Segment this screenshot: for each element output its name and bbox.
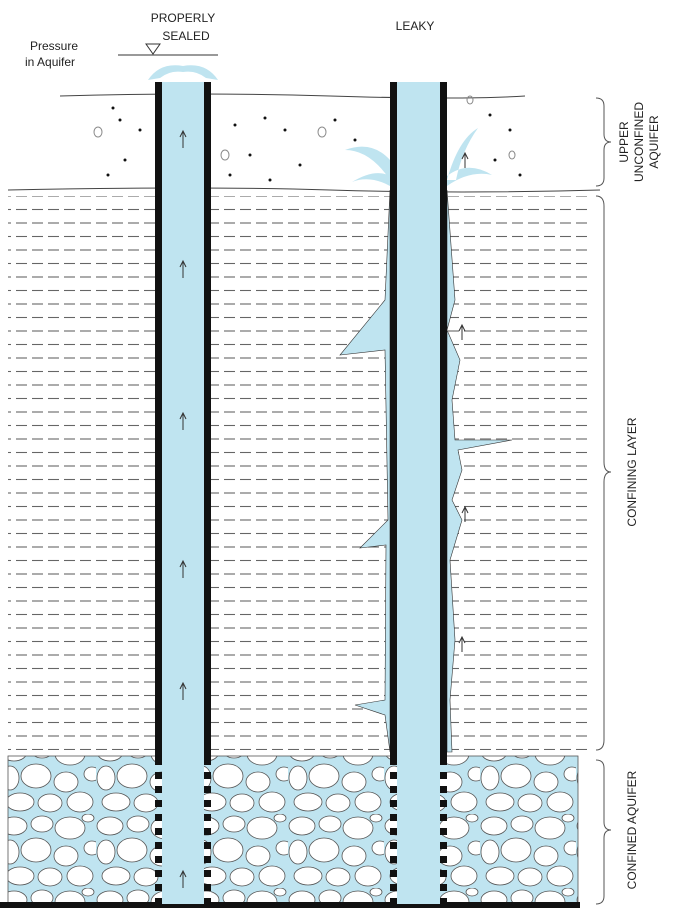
confined-aquifer: [0, 755, 580, 908]
sealed-well-part: [204, 82, 211, 758]
sealed-well-part-part: [179, 681, 187, 700]
upper-aquifer-part-part: [118, 118, 122, 122]
upper-aquifer: [7, 93, 601, 193]
upper-aquifer-part-part: [233, 123, 237, 127]
pressure-label: Pressure: [30, 39, 78, 53]
leaky-well-part: [345, 146, 390, 186]
sealed-well-part-part: [179, 129, 187, 148]
upper-aquifer-part-part: [111, 106, 115, 110]
upper-aquifer-label: AQUIFER: [647, 115, 661, 169]
upper-aquifer-part: [7, 187, 601, 193]
upper-aquifer-part-part: [488, 113, 492, 117]
braces-part: [595, 97, 612, 187]
braces-part: [595, 195, 612, 751]
upper-aquifer-part-part: [508, 128, 512, 132]
upper-aquifer-part-part: [353, 138, 357, 142]
sealed-label: PROPERLY: [151, 11, 215, 25]
water-level: [118, 43, 218, 56]
upper-aquifer-part-part: [283, 128, 287, 132]
upper-aquifer-part-part: [268, 178, 272, 182]
confining-layer: [8, 196, 590, 750]
upper-aquifer-part-part: [263, 116, 267, 120]
pressure-label: in Aquifer: [25, 55, 75, 69]
leaky-well-part: [397, 82, 440, 904]
upper-aquifer-part-part: [518, 173, 522, 177]
leaky-well-part-part: [461, 151, 469, 168]
leaky-well-part: [390, 82, 397, 758]
water-level-part: [145, 43, 161, 55]
labels: Pressure in Aquifer PROPERLY SEALED LEAK…: [25, 11, 661, 889]
confined-aquifer-part: [0, 902, 580, 908]
leaky-well-part: [458, 151, 469, 652]
upper-aquifer-part-part: [138, 128, 142, 132]
leaky-well-part: [447, 128, 492, 186]
confining-layer-part: [8, 196, 155, 750]
upper-aquifer-part-part: [298, 163, 302, 167]
leaky-well-part-part: [461, 505, 469, 522]
sealed-well-part: [179, 129, 187, 888]
leaky-label: LEAKY: [396, 19, 435, 33]
sealed-well-part-part: [179, 259, 187, 278]
upper-aquifer-part-part: [493, 158, 497, 162]
confining-layer-label: CONFINING LAYER: [625, 417, 639, 526]
braces-part: [595, 759, 612, 905]
leaky-well-part: [446, 189, 513, 753]
braces: [595, 97, 612, 905]
sealed-well-part-part: [179, 559, 187, 578]
upper-aquifer-label: UPPER: [617, 121, 631, 163]
upper-aquifer-part: [93, 95, 516, 161]
confined-aquifer-part: [7, 755, 579, 905]
sealed-well-part: [148, 65, 218, 80]
upper-aquifer-part-part: [220, 149, 230, 161]
upper-aquifer-part-part: [106, 173, 110, 177]
upper-aquifer-part-part: [228, 173, 232, 177]
upper-aquifer-part-part: [317, 126, 327, 138]
sealed-well-part: [155, 82, 162, 758]
upper-aquifer-label: UNCONFINED: [632, 102, 646, 182]
leaky-well-part-part: [458, 635, 466, 652]
confining-layer-part: [447, 196, 590, 750]
upper-aquifer-part: [106, 106, 522, 182]
upper-aquifer-part: [59, 93, 526, 99]
sealed-well-part: [162, 82, 204, 904]
sealed-well-part-part: [179, 411, 187, 430]
leaky-well-part: [339, 189, 391, 753]
upper-aquifer-part-part: [508, 150, 516, 160]
leaky-well-part-part: [458, 323, 466, 340]
upper-aquifer-part-part: [333, 118, 337, 122]
upper-aquifer-part-part: [93, 126, 103, 138]
sealed-label: SEALED: [162, 29, 210, 43]
sealed-well-part-part: [179, 869, 187, 888]
leaky-well: [339, 82, 513, 904]
upper-aquifer-part-part: [123, 158, 127, 162]
upper-aquifer-part-part: [248, 153, 252, 157]
confined-aquifer-label: CONFINED AQUIFER: [625, 770, 639, 889]
confining-layer-part: [211, 196, 390, 750]
sealed-well: [148, 65, 218, 904]
leaky-well-part: [440, 82, 447, 758]
upper-aquifer-part-part: [466, 95, 474, 105]
